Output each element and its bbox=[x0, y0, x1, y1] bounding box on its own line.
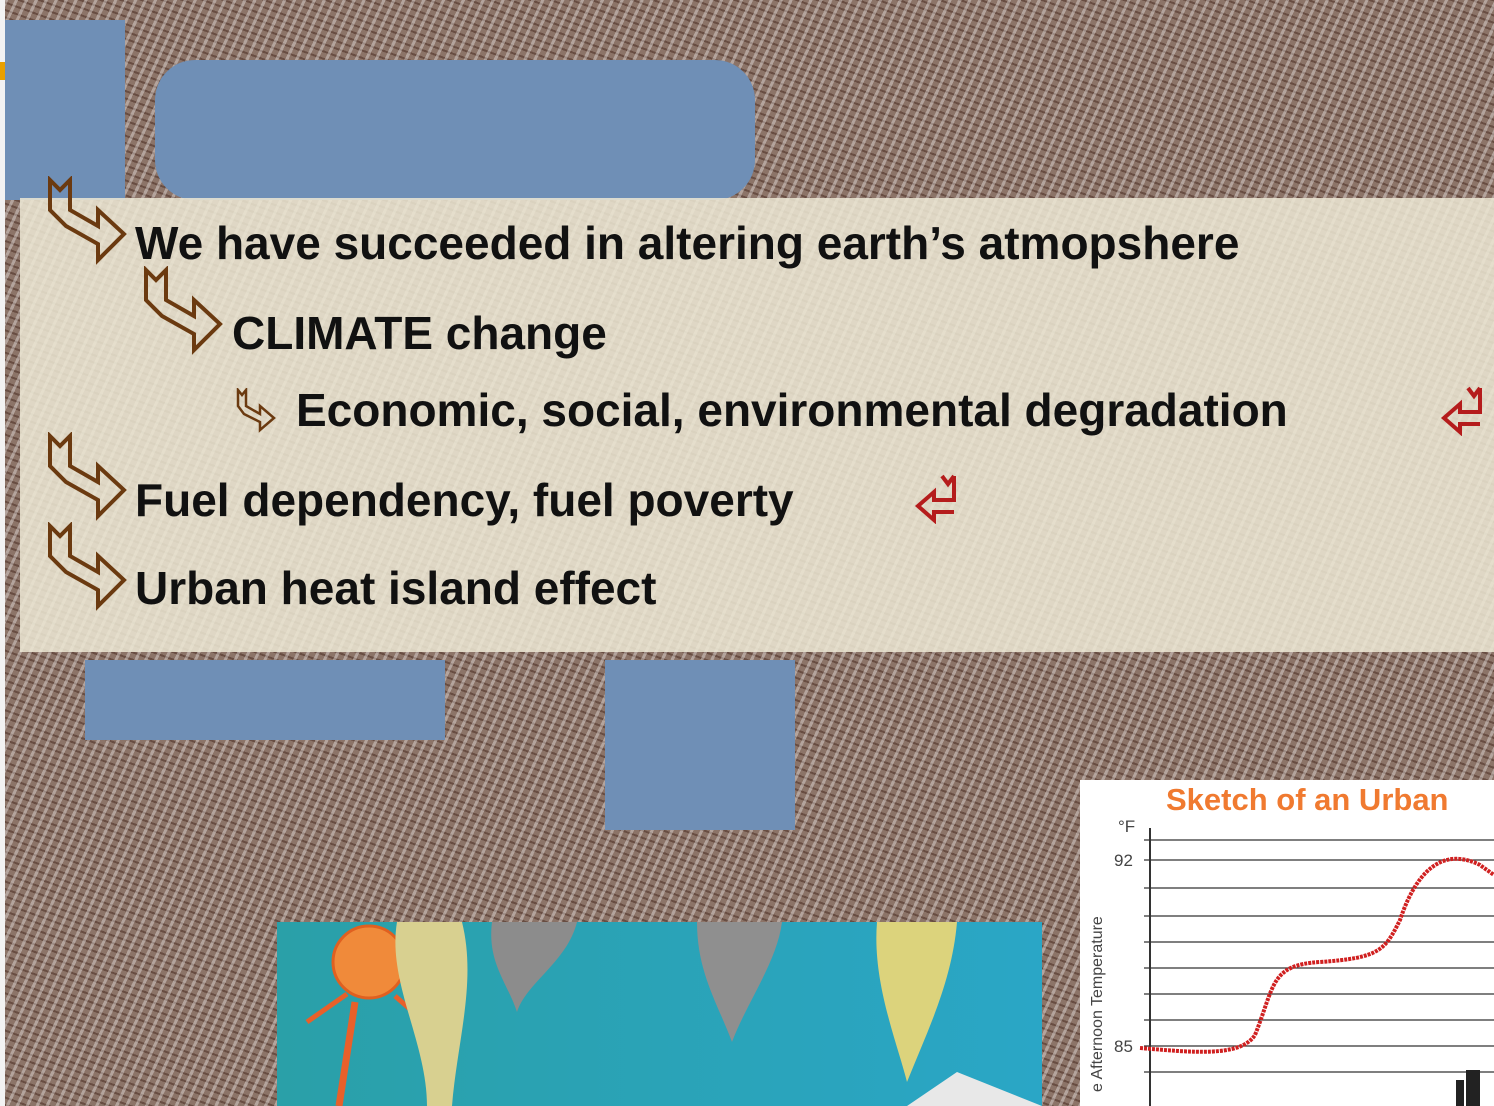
bullet-text: Urban heat island effect bbox=[135, 565, 656, 611]
axis-label: e Afternoon Temperature bbox=[1089, 916, 1106, 1092]
illustration bbox=[277, 922, 1042, 1106]
bullet-text: CLIMATE change bbox=[232, 310, 607, 356]
sky bbox=[155, 60, 755, 200]
bullet-text: Economic, social, environmental degradat… bbox=[296, 387, 1288, 433]
sketch-chart: Sketch of an Urban °F 92 85 e Afternoon … bbox=[1080, 780, 1494, 1106]
bullet-arrow bbox=[44, 432, 130, 528]
bullet-text: We have succeeded in altering earth’s at… bbox=[135, 220, 1239, 266]
tick-label: 92 bbox=[1114, 851, 1133, 870]
sky bbox=[5, 20, 125, 200]
urban-heat-island-sketch: Sketch of an Urban °F 92 85 e Afternoon … bbox=[1080, 780, 1494, 1106]
bullet-arrow bbox=[44, 522, 130, 618]
sky bbox=[85, 660, 445, 740]
hyperlink-arrow bbox=[1440, 384, 1486, 436]
bullet-arrow bbox=[44, 176, 130, 272]
slide: We have succeeded in altering earth’s at… bbox=[0, 0, 1494, 1106]
bullet-text: Fuel dependency, fuel poverty bbox=[135, 477, 794, 523]
accent-mark bbox=[0, 62, 5, 80]
chart-title: Sketch of an Urban bbox=[1166, 782, 1449, 817]
tick-label: 85 bbox=[1114, 1037, 1133, 1056]
sky bbox=[605, 660, 795, 830]
bullet-arrow bbox=[140, 266, 226, 362]
left-strip bbox=[0, 0, 5, 1106]
hyperlink-arrow bbox=[914, 472, 960, 524]
smog-illustration bbox=[277, 922, 1042, 1106]
unit-label: °F bbox=[1118, 817, 1135, 836]
bullet-arrow bbox=[234, 388, 278, 434]
